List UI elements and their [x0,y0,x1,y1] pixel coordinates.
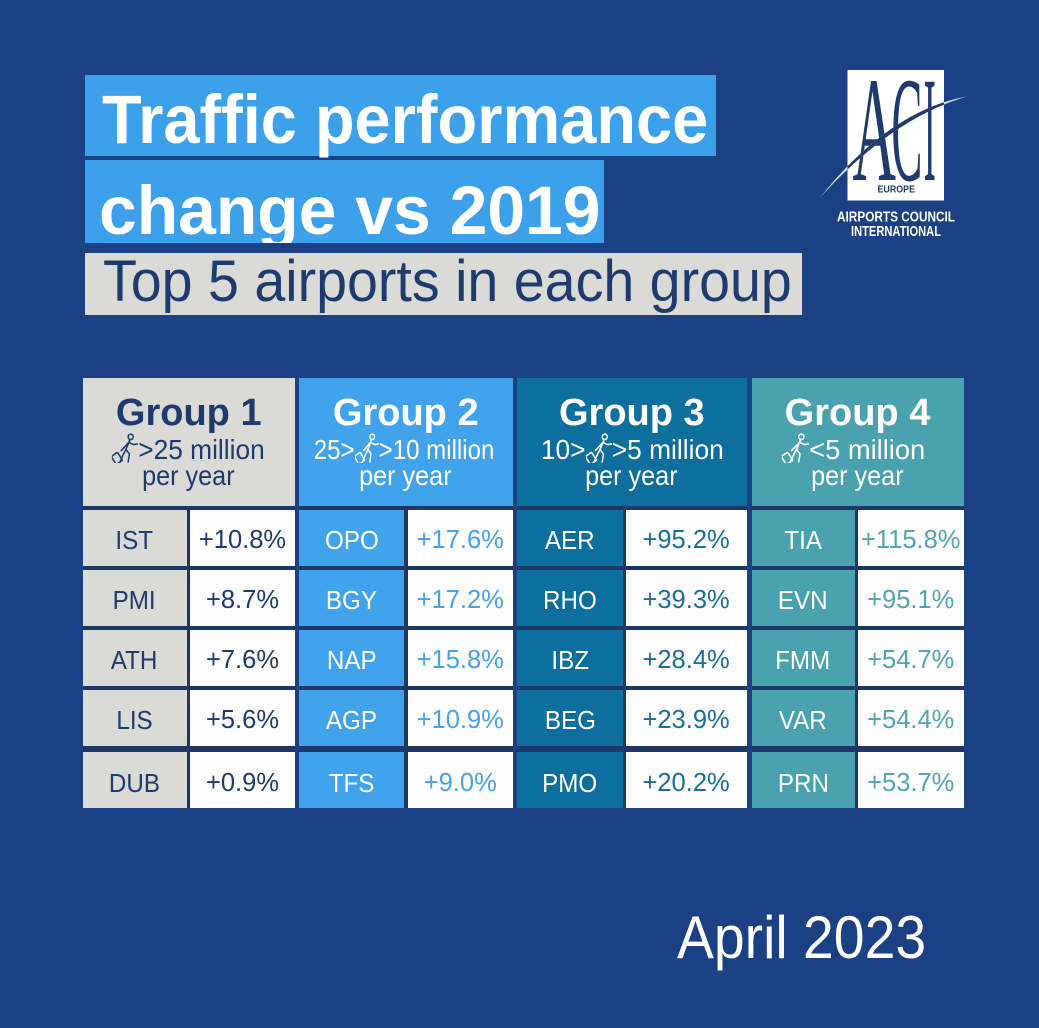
svg-text:I: I [924,55,936,213]
svg-text:INTERNATIONAL: INTERNATIONAL [851,224,941,240]
svg-text:C: C [891,55,922,214]
svg-text:AIRPORTS COUNCIL: AIRPORTS COUNCIL [837,209,955,225]
svg-text:EUROPE: EUROPE [878,184,916,196]
